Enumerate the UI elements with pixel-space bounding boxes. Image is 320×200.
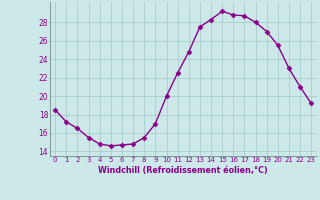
X-axis label: Windchill (Refroidissement éolien,°C): Windchill (Refroidissement éolien,°C) [98,166,268,175]
